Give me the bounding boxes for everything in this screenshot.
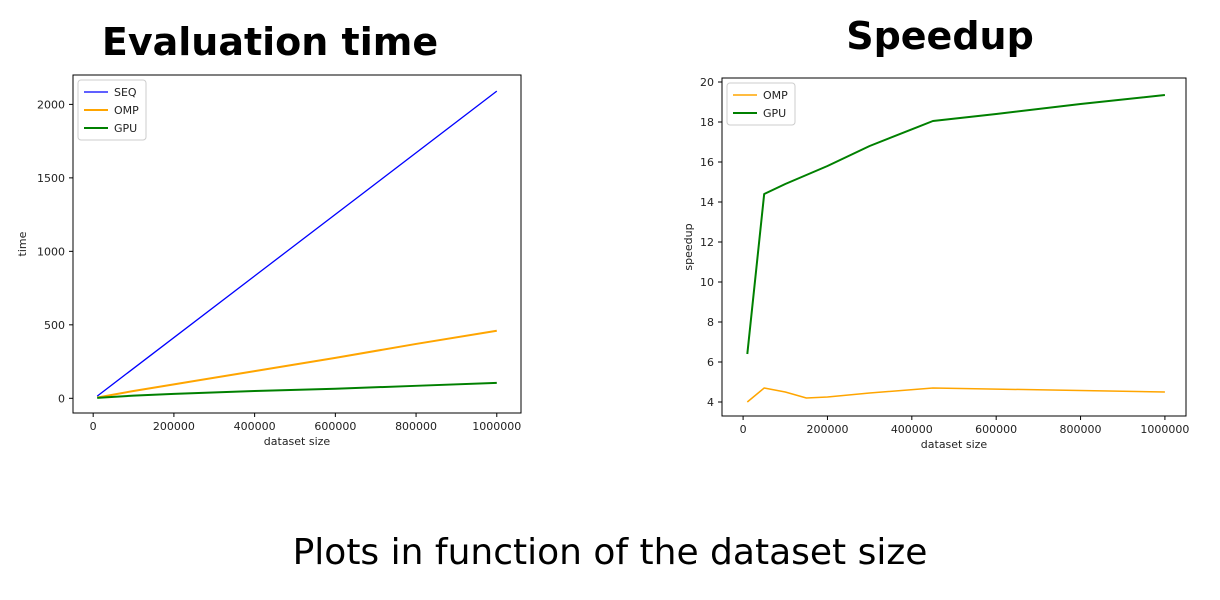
x-tick-label: 200000 xyxy=(153,420,195,433)
y-tick-label: 4 xyxy=(707,396,714,409)
legend-label-omp: OMP xyxy=(114,104,139,117)
speedup-chart: 0 200000 400000 600000 800000 1000000 4 6 8 10 12 1… xyxy=(682,76,1189,451)
y-tick-label: 8 xyxy=(707,316,714,329)
series-line-omp xyxy=(746,387,1165,403)
y-tick-label: 16 xyxy=(700,156,714,169)
plot-frame xyxy=(721,77,1187,417)
legend-label-gpu: GPU xyxy=(114,122,137,135)
chart-title-evaluation-time: Evaluation time xyxy=(101,20,439,64)
x-tick-label: 0 xyxy=(740,423,747,436)
y-tick-label: 1500 xyxy=(37,172,65,185)
x-tick-label: 800000 xyxy=(395,420,437,433)
y-tick-label: 0 xyxy=(58,392,65,405)
y-tick-label: 1000 xyxy=(37,245,65,258)
x-tick-label: 800000 xyxy=(1060,423,1102,436)
series-line-gpu xyxy=(97,381,497,399)
series-line-omp xyxy=(97,329,497,399)
plot-frame xyxy=(72,74,522,414)
y-tick-label: 18 xyxy=(700,116,714,129)
series-line-gpu xyxy=(746,94,1166,355)
chart-title-speedup: Speedup xyxy=(846,14,1034,58)
x-axis-label: dataset size xyxy=(921,438,988,451)
y-tick-label: 12 xyxy=(700,236,714,249)
x-tick-label: 1000000 xyxy=(1140,423,1189,436)
y-tick-label: 20 xyxy=(700,76,714,89)
legend-label-seq: SEQ xyxy=(114,86,137,99)
series-line-seq xyxy=(96,90,498,397)
x-tick-label: 400000 xyxy=(891,423,933,436)
x-tick-label: 1000000 xyxy=(472,420,521,433)
legend-label-omp: OMP xyxy=(763,89,788,102)
y-tick-label: 2000 xyxy=(37,98,65,111)
legend-box xyxy=(77,79,147,141)
evaluation-time-chart: 0 200000 400000 600000 800000 1000000 0 500 1000… xyxy=(16,74,522,448)
x-tick-label: 0 xyxy=(90,420,97,433)
figure-caption: Plots in function of the dataset size xyxy=(292,532,928,573)
y-tick-label: 500 xyxy=(44,319,65,332)
y-tick-label: 10 xyxy=(700,276,714,289)
legend-label-gpu: GPU xyxy=(763,107,786,120)
y-axis-label: time xyxy=(16,231,29,256)
y-tick-label: 14 xyxy=(700,196,714,209)
y-axis-label: speedup xyxy=(682,223,695,270)
x-tick-label: 400000 xyxy=(234,420,276,433)
y-tick-label: 6 xyxy=(707,356,714,369)
x-axis-label: dataset size xyxy=(264,435,331,448)
legend-box xyxy=(726,82,796,126)
x-tick-label: 600000 xyxy=(975,423,1017,436)
x-tick-label: 600000 xyxy=(314,420,356,433)
x-tick-label: 200000 xyxy=(806,423,848,436)
